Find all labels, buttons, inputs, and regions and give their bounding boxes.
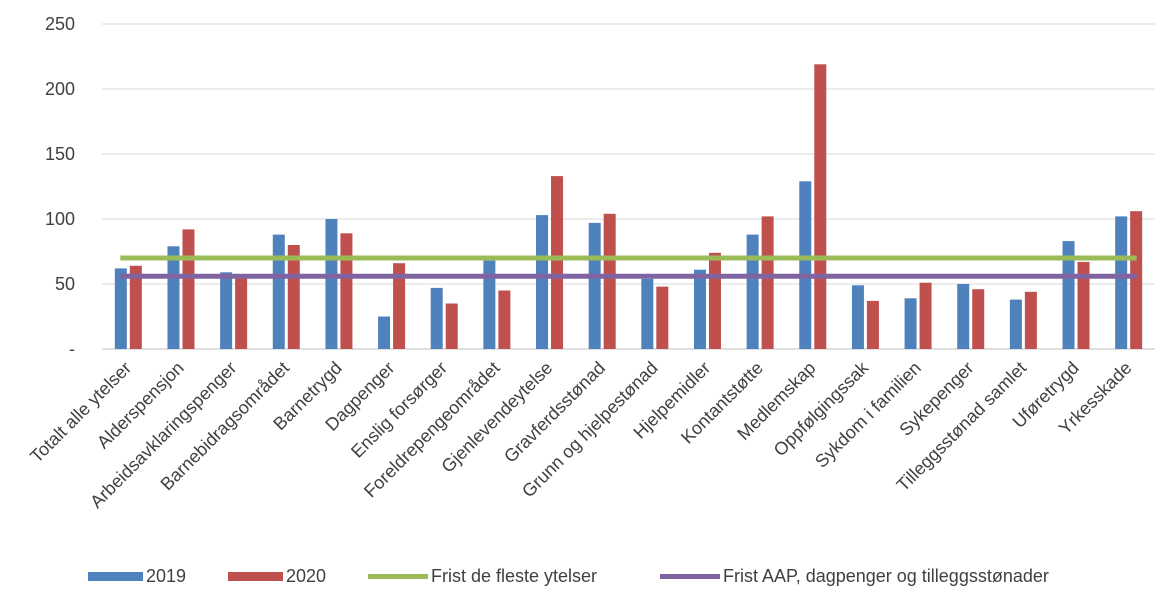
bar-2020 xyxy=(1130,211,1143,349)
bar-2019 xyxy=(1115,216,1128,349)
legend-swatch-2019 xyxy=(88,572,143,581)
bar-2019 xyxy=(957,284,970,349)
bar-2019 xyxy=(799,181,812,349)
x-axis-tick-labels: Totalt alle ytelserAlderspensjonArbeidsa… xyxy=(26,357,1135,512)
legend-item-frist-de-fleste: Frist de fleste ytelser xyxy=(368,566,597,587)
bar-2019 xyxy=(325,219,338,349)
bar-2019 xyxy=(641,278,654,349)
bar-2019 xyxy=(378,316,391,349)
bar-2019 xyxy=(851,285,864,349)
bar-2020 xyxy=(498,290,511,349)
bar-2020 xyxy=(919,282,932,349)
bar-2019 xyxy=(1062,241,1075,349)
legend-label-2019: 2019 xyxy=(146,566,187,586)
y-tick-label: - xyxy=(69,339,75,359)
gridlines xyxy=(102,23,1155,350)
bar-2020 xyxy=(603,213,616,349)
bar-2019 xyxy=(588,222,601,349)
bar-2020 xyxy=(340,233,353,349)
bar-2019 xyxy=(483,260,496,349)
bar-2020 xyxy=(656,286,669,349)
legend-label-frist-aap: Frist AAP, dagpenger og tilleggsstønader xyxy=(723,566,1049,586)
bar-2019 xyxy=(536,215,549,349)
bar-2019 xyxy=(220,272,233,349)
bar-2020 xyxy=(129,265,142,349)
x-tick-label: Oppfølgingssak xyxy=(770,357,873,460)
y-tick-label: 250 xyxy=(45,14,75,34)
bar-2020 xyxy=(182,229,195,349)
legend-swatch-2020 xyxy=(228,572,283,581)
bar-2020 xyxy=(814,64,827,350)
bar-2019 xyxy=(746,234,759,349)
bar-2019 xyxy=(904,298,917,349)
y-tick-label: 100 xyxy=(45,209,75,229)
bar-2020 xyxy=(287,245,300,349)
bar-2020 xyxy=(972,289,985,349)
bar-2020 xyxy=(445,303,458,349)
bar-2019 xyxy=(114,268,127,349)
bar-2020 xyxy=(1024,291,1037,349)
legend-item-series-2019: 2019 xyxy=(88,566,186,587)
reference-lines xyxy=(120,255,1137,279)
bar-2019 xyxy=(167,246,180,349)
bar-2019 xyxy=(430,287,443,349)
y-tick-label: 50 xyxy=(55,274,75,294)
legend-label-2020: 2020 xyxy=(286,566,327,586)
bar-2020 xyxy=(393,263,406,349)
legend-item-frist-aap: Frist AAP, dagpenger og tilleggsstønader xyxy=(660,566,1049,587)
bar-2020 xyxy=(708,252,721,349)
legend: 2019 2020 Frist de fleste ytelser Frist … xyxy=(0,566,1155,590)
y-tick-label: 150 xyxy=(45,144,75,164)
bar-2019 xyxy=(272,234,285,349)
legend-label-frist-de-fleste: Frist de fleste ytelser xyxy=(431,566,598,586)
bar-2020 xyxy=(866,300,879,349)
bar-2020 xyxy=(235,274,248,349)
bar-chart: - 50 100 150 200 250 Totalt alle ytelserAlder… xyxy=(26,14,1155,512)
bar-2020 xyxy=(1077,261,1090,349)
bar-2019 xyxy=(1009,299,1022,349)
legend-swatch-frist-de-fleste xyxy=(368,574,428,579)
x-tick-label: Enslig forsørger xyxy=(347,358,451,462)
bars xyxy=(114,64,1143,350)
y-tick-label: 200 xyxy=(45,79,75,99)
bar-2019 xyxy=(693,269,706,349)
bar-2020 xyxy=(761,216,774,349)
bar-2020 xyxy=(551,176,564,349)
y-axis-tick-labels: - 50 100 150 200 250 xyxy=(45,14,75,359)
legend-item-series-2020: 2020 xyxy=(228,566,326,587)
legend-swatch-frist-aap xyxy=(660,574,720,579)
